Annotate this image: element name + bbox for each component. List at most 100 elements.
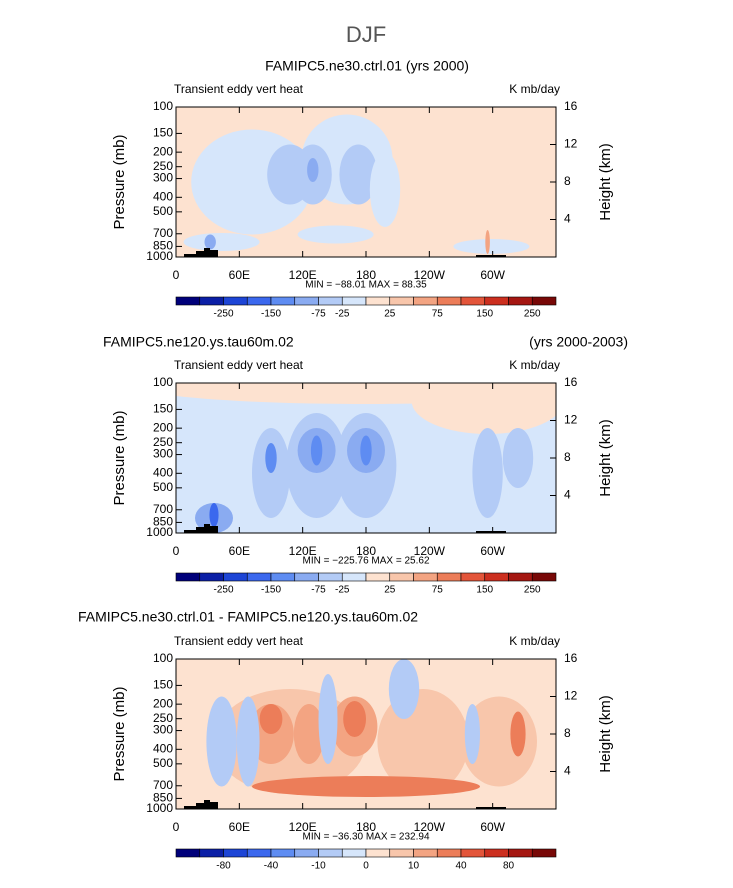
contour-region	[343, 701, 366, 737]
y-tick-label: 1000	[146, 249, 173, 263]
terrain	[184, 524, 506, 533]
y2-tick-label: 4	[564, 764, 571, 778]
colorbar-box	[341, 572, 367, 582]
colorbar-box	[175, 848, 201, 858]
colorbar-box	[199, 848, 224, 858]
y-tick-label: 700	[153, 502, 173, 516]
colorbar-box	[508, 572, 533, 582]
y2-tick-label: 12	[564, 413, 578, 427]
colorbar-box	[508, 296, 533, 306]
y-tick-label: 400	[153, 741, 173, 755]
colorbar-box	[246, 572, 272, 582]
y-tick-label: 100	[153, 375, 173, 389]
colorbar-box	[270, 296, 296, 306]
y2-tick-label: 8	[564, 450, 571, 464]
y-tick-label: 700	[153, 226, 173, 240]
x-tick-label: 120E	[289, 820, 317, 834]
y-tick-label: 1000	[146, 801, 173, 815]
colorbar-box	[460, 572, 486, 582]
y-tick-label: 700	[153, 778, 173, 792]
y-tick-label: 150	[153, 126, 173, 140]
colorbar-box	[531, 848, 557, 858]
colorbar-box	[223, 296, 248, 306]
y2-tick-label: 8	[564, 174, 571, 188]
contour-region	[252, 776, 480, 797]
y-tick-label: 250	[153, 159, 173, 173]
x-tick-label: 60E	[229, 268, 250, 282]
panel-title: FAMIPC5.ne120.ys.tau60m.02	[103, 334, 294, 350]
colorbar-box	[413, 572, 438, 582]
y2-tick-label: 4	[564, 488, 571, 502]
y-tick-label: 500	[153, 756, 173, 770]
colorbar-box	[389, 572, 414, 582]
y-tick-label: 250	[153, 711, 173, 725]
x-tick-label: 0	[173, 544, 180, 558]
colorbar-label: -25	[335, 585, 350, 596]
contour-region	[369, 152, 401, 227]
subtitle-right: K mb/day	[509, 634, 560, 648]
colorbar-label: 40	[455, 861, 467, 872]
x-tick-label: 0	[173, 268, 180, 282]
colorbar-label: -75	[311, 585, 326, 596]
colorbar-box	[436, 848, 462, 858]
x-tick-label: 120W	[414, 820, 446, 834]
colorbar-label: -10	[311, 861, 326, 872]
y-tick-label: 150	[153, 402, 173, 416]
y2-tick-label: 12	[564, 137, 578, 151]
colorbar-box	[508, 848, 533, 858]
colorbar-label: -80	[216, 861, 231, 872]
y-axis-label: Pressure (mb)	[111, 134, 128, 229]
colorbar-box	[246, 296, 272, 306]
colorbar-label: 25	[384, 585, 396, 596]
y2-tick-label: 16	[564, 651, 578, 665]
subtitle-left: Transient eddy vert heat	[174, 634, 304, 648]
colorbar-label: 0	[363, 861, 369, 872]
y2-axis-label: Height (km)	[597, 695, 614, 773]
colorbar-box	[484, 848, 509, 858]
contour-region	[464, 704, 480, 764]
y-tick-label: 250	[153, 435, 173, 449]
colorbar-label: -40	[264, 861, 279, 872]
x-tick-label: 180	[356, 268, 376, 282]
colorbar-box	[365, 296, 391, 306]
colorbar-label: -75	[311, 309, 326, 320]
contour-region	[209, 503, 219, 527]
x-tick-label: 120W	[414, 268, 446, 282]
y-tick-label: 400	[153, 189, 173, 203]
colorbar-box	[223, 848, 248, 858]
contour-region	[204, 234, 216, 250]
colorbar-box	[389, 848, 414, 858]
colorbar-box	[199, 296, 224, 306]
colorbar-label: 25	[384, 309, 396, 320]
subtitle-left: Transient eddy vert heat	[174, 358, 304, 372]
colorbar-label: -250	[213, 309, 233, 320]
contour-field	[176, 659, 556, 809]
x-tick-label: 60W	[480, 820, 505, 834]
y2-tick-label: 16	[564, 99, 578, 113]
contour-region	[206, 696, 237, 787]
terrain	[184, 248, 506, 257]
contour-region	[310, 435, 323, 466]
y-tick-label: 500	[153, 204, 173, 218]
y2-axis-label: Height (km)	[597, 143, 614, 221]
contour-region	[472, 428, 503, 518]
colorbar-box	[531, 572, 557, 582]
contour-region	[183, 233, 260, 251]
colorbar-box	[341, 848, 367, 858]
colorbar-box	[365, 572, 391, 582]
x-tick-label: 180	[356, 820, 376, 834]
contour-field	[176, 107, 556, 257]
contour-region	[502, 428, 534, 488]
colorbar-box	[436, 572, 462, 582]
y-tick-label: 200	[153, 144, 173, 158]
x-tick-label: 120W	[414, 544, 446, 558]
colorbar-label: -25	[335, 309, 350, 320]
y-tick-label: 500	[153, 480, 173, 494]
x-tick-label: 60W	[480, 544, 505, 558]
contour-region	[339, 144, 378, 205]
x-tick-label: 60E	[229, 820, 250, 834]
x-tick-label: 0	[173, 820, 180, 834]
contour-region	[307, 158, 319, 182]
contour-field	[176, 383, 556, 533]
colorbar-box	[389, 296, 414, 306]
